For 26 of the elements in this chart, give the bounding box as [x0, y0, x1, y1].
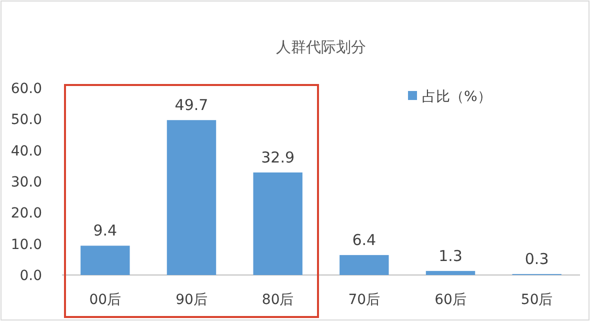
bar: [253, 172, 302, 275]
x-tick-label: 90后: [176, 292, 208, 308]
data-label: 32.9: [261, 148, 295, 166]
y-tick-label: 0.0: [20, 268, 42, 284]
x-tick-label: 80后: [262, 292, 294, 308]
x-tick-label: 60后: [434, 292, 466, 308]
y-tick-label: 30.0: [10, 174, 42, 190]
bar: [426, 270, 476, 275]
data-label: 49.7: [174, 96, 208, 114]
y-tick-label: 50.0: [10, 112, 42, 128]
y-tick-label: 40.0: [10, 143, 42, 160]
data-label: 9.4: [93, 222, 118, 240]
x-tick-label: 50后: [520, 292, 553, 308]
legend-label: 占比（%）: [422, 89, 492, 105]
y-tick-label: 60.0: [10, 81, 42, 97]
x-tick-label: 00后: [89, 292, 122, 308]
bar: [80, 246, 130, 275]
title: 人群代际划分: [276, 38, 366, 56]
x-tick-label: 70后: [348, 292, 380, 308]
data-label: 1.3: [438, 246, 462, 265]
bar: [166, 120, 216, 275]
bar: [340, 255, 389, 275]
y-tick-label: 10.0: [10, 236, 42, 253]
y-tick-label: 20.0: [10, 206, 42, 222]
data-label: 6.4: [352, 231, 376, 250]
data-label: 0.3: [524, 250, 549, 268]
